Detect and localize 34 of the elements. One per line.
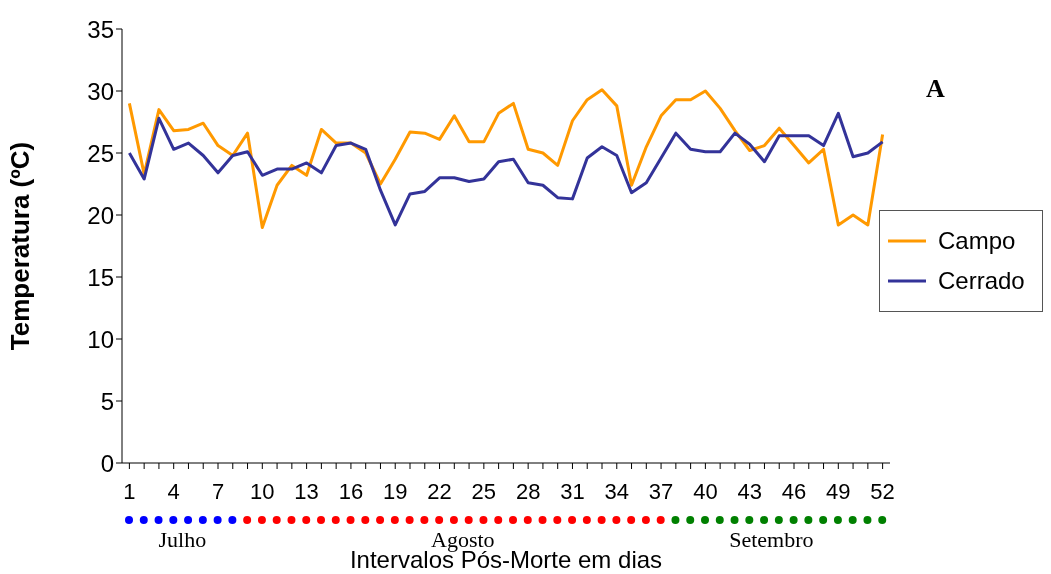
y-tick-label: 0 [100, 449, 114, 477]
x-tick-label: 52 [870, 478, 895, 504]
x-tick-label: 37 [648, 478, 674, 504]
x-tick-label: 49 [826, 478, 851, 504]
y-tick-label: 30 [87, 77, 114, 105]
x-tick-label: 10 [250, 478, 275, 504]
y-axis-title: Temperatura (ºC) [5, 141, 36, 351]
legend-label: Cerrado [938, 267, 1025, 295]
x-tick-label: 31 [560, 478, 585, 504]
x-tick-label: 40 [693, 478, 718, 504]
x-tick-label: 22 [427, 478, 452, 504]
x-tick-label: 1 [123, 478, 136, 504]
x-tick-label: 7 [211, 478, 225, 504]
x-tick-label: 13 [294, 478, 319, 504]
y-tick-label: 5 [100, 387, 114, 415]
line-series [127, 88, 885, 229]
y-tick-label: 10 [87, 325, 114, 353]
x-tick-label: 25 [471, 478, 497, 504]
x-tick-label: 43 [737, 478, 762, 504]
y-tick-label: 20 [87, 201, 114, 229]
y-tick-label: 35 [87, 15, 114, 43]
y-tick-label: 15 [87, 263, 114, 291]
x-tick-label: 46 [781, 478, 807, 504]
text: Julho [158, 527, 207, 553]
x-tick-label: 4 [167, 478, 180, 504]
x-tick-label: 19 [382, 478, 408, 504]
x-tick-label: 16 [338, 478, 364, 504]
x-tick-label: 34 [604, 478, 630, 504]
y-tick-label: 25 [87, 139, 114, 167]
text: Setembro [729, 527, 814, 553]
x-tick-label: 28 [515, 478, 541, 504]
legend-label: Campo [938, 227, 1016, 255]
line-series [127, 111, 885, 227]
text: A [926, 74, 945, 104]
